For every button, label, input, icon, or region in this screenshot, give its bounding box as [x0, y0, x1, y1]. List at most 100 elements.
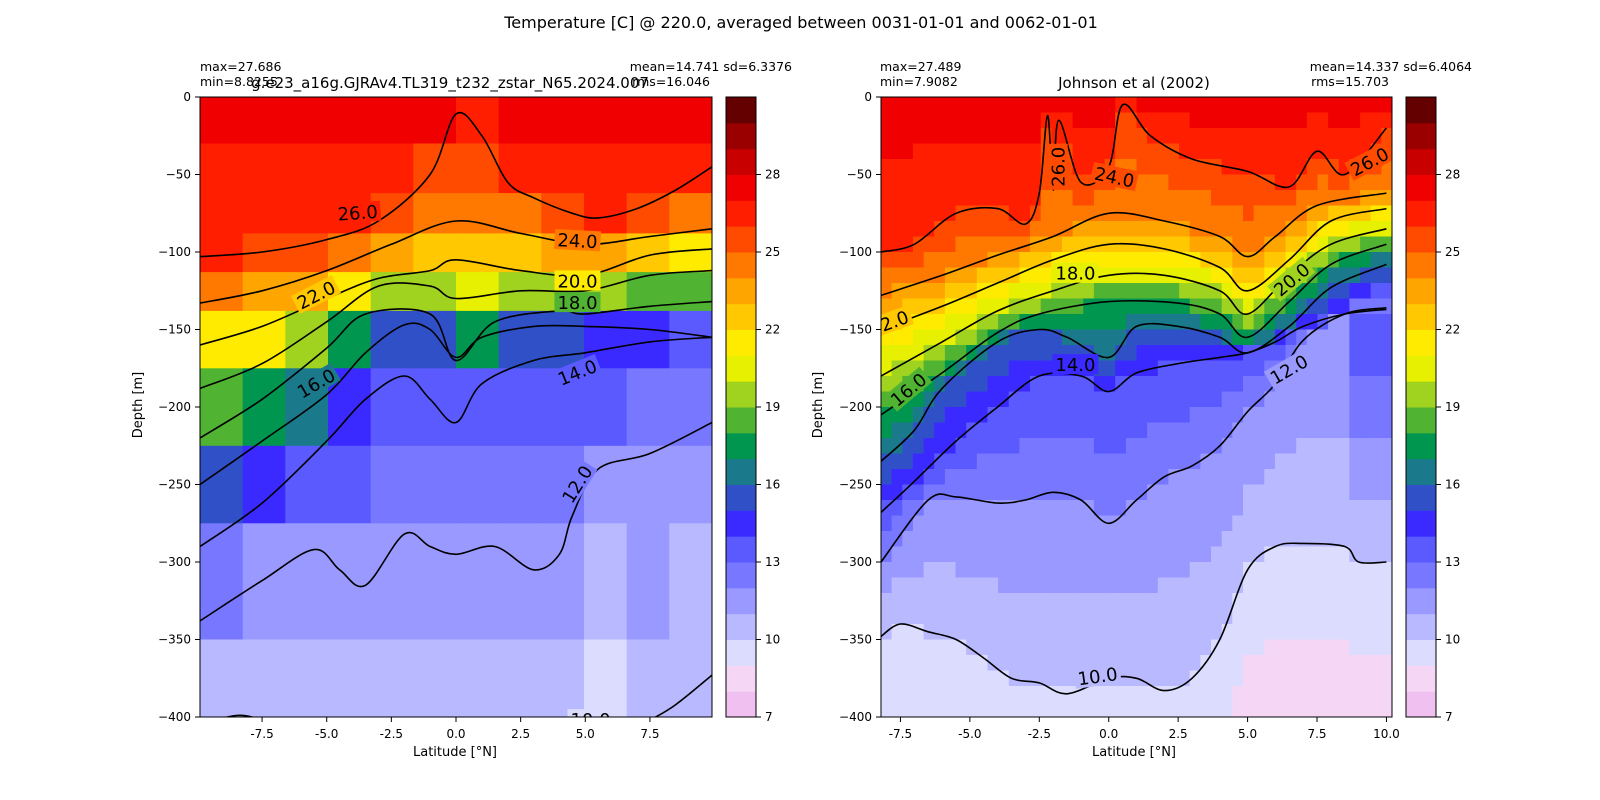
heatmap-cell: [902, 562, 914, 579]
heatmap-cell: [1328, 128, 1340, 145]
heatmap-cell: [1136, 345, 1148, 362]
heatmap-cell: [1232, 128, 1244, 145]
y-tick-label: −300: [839, 555, 872, 569]
heatmap-cell: [1083, 97, 1095, 114]
heatmap-cell: [881, 639, 893, 656]
heatmap-cell: [1370, 252, 1382, 269]
heatmap-cell: [1370, 128, 1382, 145]
heatmap-cell: [456, 639, 500, 717]
heatmap-cell: [912, 159, 925, 176]
heatmap-cell: [1264, 469, 1276, 486]
heatmap-cell: [944, 624, 957, 641]
heatmap-cell: [1157, 500, 1169, 517]
heatmap-cell: [912, 686, 925, 703]
heatmap-cell: [1274, 159, 1287, 176]
heatmap-cell: [1062, 624, 1074, 641]
right-stat-rms: rms=15.703: [1311, 74, 1389, 89]
heatmap-cell: [1019, 624, 1031, 641]
heatmap-cell: [955, 686, 967, 703]
heatmap-cell: [1083, 298, 1095, 315]
heatmap-cell: [1051, 190, 1063, 207]
heatmap-cell: [1349, 422, 1361, 439]
heatmap-cell: [1040, 469, 1052, 486]
heatmap-cell: [1093, 143, 1106, 160]
heatmap-cell: [923, 329, 935, 346]
heatmap-cell: [1381, 252, 1392, 269]
contour-line-22.0: [881, 207, 1387, 331]
heatmap-cell: [1274, 639, 1287, 656]
heatmap-cell: [1179, 407, 1191, 424]
heatmap-cell: [1093, 469, 1106, 486]
heatmap-cell: [1232, 314, 1244, 331]
heatmap-cell: [934, 205, 946, 222]
heatmap-cell: [1179, 500, 1191, 517]
heatmap-cell: [1083, 407, 1095, 424]
heatmap-cell: [1189, 484, 1201, 501]
heatmap-cell: [1274, 329, 1287, 346]
heatmap-cell: [1306, 252, 1318, 269]
heatmap-cell: [912, 655, 925, 672]
heatmap-cell: [1221, 562, 1233, 579]
heatmap-cell: [1221, 546, 1233, 563]
heatmap-cell: [1136, 252, 1148, 269]
heatmap-cell: [1051, 593, 1063, 610]
heatmap-cell: [1253, 686, 1265, 703]
heatmap-cell: [1221, 422, 1233, 439]
heatmap-cell: [1360, 376, 1372, 393]
y-tick-label: −350: [158, 633, 191, 647]
contour-label-group: 20.0: [554, 270, 601, 292]
heatmap-cell: [1232, 391, 1244, 408]
heatmap-cell: [1381, 593, 1392, 610]
heatmap-cell: [242, 310, 286, 369]
heatmap-cell: [891, 159, 903, 176]
heatmap-cell: [1051, 531, 1063, 548]
heatmap-cell: [944, 283, 957, 300]
colorbar-tick-label: 22: [765, 323, 780, 337]
heatmap-cell: [1136, 562, 1148, 579]
heatmap-cell: [1179, 453, 1191, 470]
heatmap-cell: [1285, 174, 1297, 191]
heatmap-cell: [987, 221, 999, 238]
heatmap-cell: [976, 143, 988, 160]
heatmap-cell: [1211, 577, 1223, 594]
heatmap-cell: [934, 655, 946, 672]
contour-label-background: [1089, 162, 1140, 192]
heatmap-cell: [1211, 159, 1223, 176]
heatmap-cell: [1317, 484, 1329, 501]
heatmap-cell: [1136, 453, 1148, 470]
heatmap-cell: [1285, 701, 1297, 717]
heatmap-cell: [1370, 686, 1382, 703]
heatmap-cell: [1296, 593, 1308, 610]
heatmap-cell: [1264, 670, 1276, 687]
heatmap-cell: [1338, 298, 1350, 315]
heatmap-cell: [1168, 639, 1180, 656]
heatmap-cell: [934, 453, 946, 470]
heatmap-cell: [1008, 128, 1020, 145]
heatmap-cell: [955, 236, 967, 253]
heatmap-cell: [902, 453, 914, 470]
colorbar-segment: [726, 122, 756, 150]
heatmap-cell: [923, 546, 935, 563]
heatmap-cell: [1051, 314, 1063, 331]
heatmap-cell: [1104, 128, 1116, 145]
colorbar-segment: [726, 329, 756, 356]
heatmap-cell: [1264, 345, 1276, 362]
heatmap-cell: [1147, 345, 1159, 362]
heatmap-cell: [1062, 345, 1074, 362]
heatmap-cell: [1072, 515, 1084, 532]
heatmap-cell: [1200, 670, 1212, 687]
heatmap-cell: [1349, 670, 1361, 687]
colorbar-segment: [726, 355, 756, 382]
right-contour-labels: 26.026.0 24.022.020.018.016.014.0 12.010.0: [881, 141, 1392, 690]
heatmap-cell: [1136, 159, 1148, 176]
heatmap-cell: [1008, 391, 1020, 408]
heatmap-cell: [1381, 267, 1392, 284]
heatmap-cell: [1317, 639, 1329, 656]
heatmap-cell: [1285, 515, 1297, 532]
heatmap-cell: [1136, 283, 1148, 300]
heatmap-cell: [891, 128, 903, 145]
heatmap-cell: [1051, 283, 1063, 300]
heatmap-cell: [1349, 469, 1361, 486]
heatmap-cell: [1253, 655, 1265, 672]
heatmap-cell: [1211, 376, 1223, 393]
